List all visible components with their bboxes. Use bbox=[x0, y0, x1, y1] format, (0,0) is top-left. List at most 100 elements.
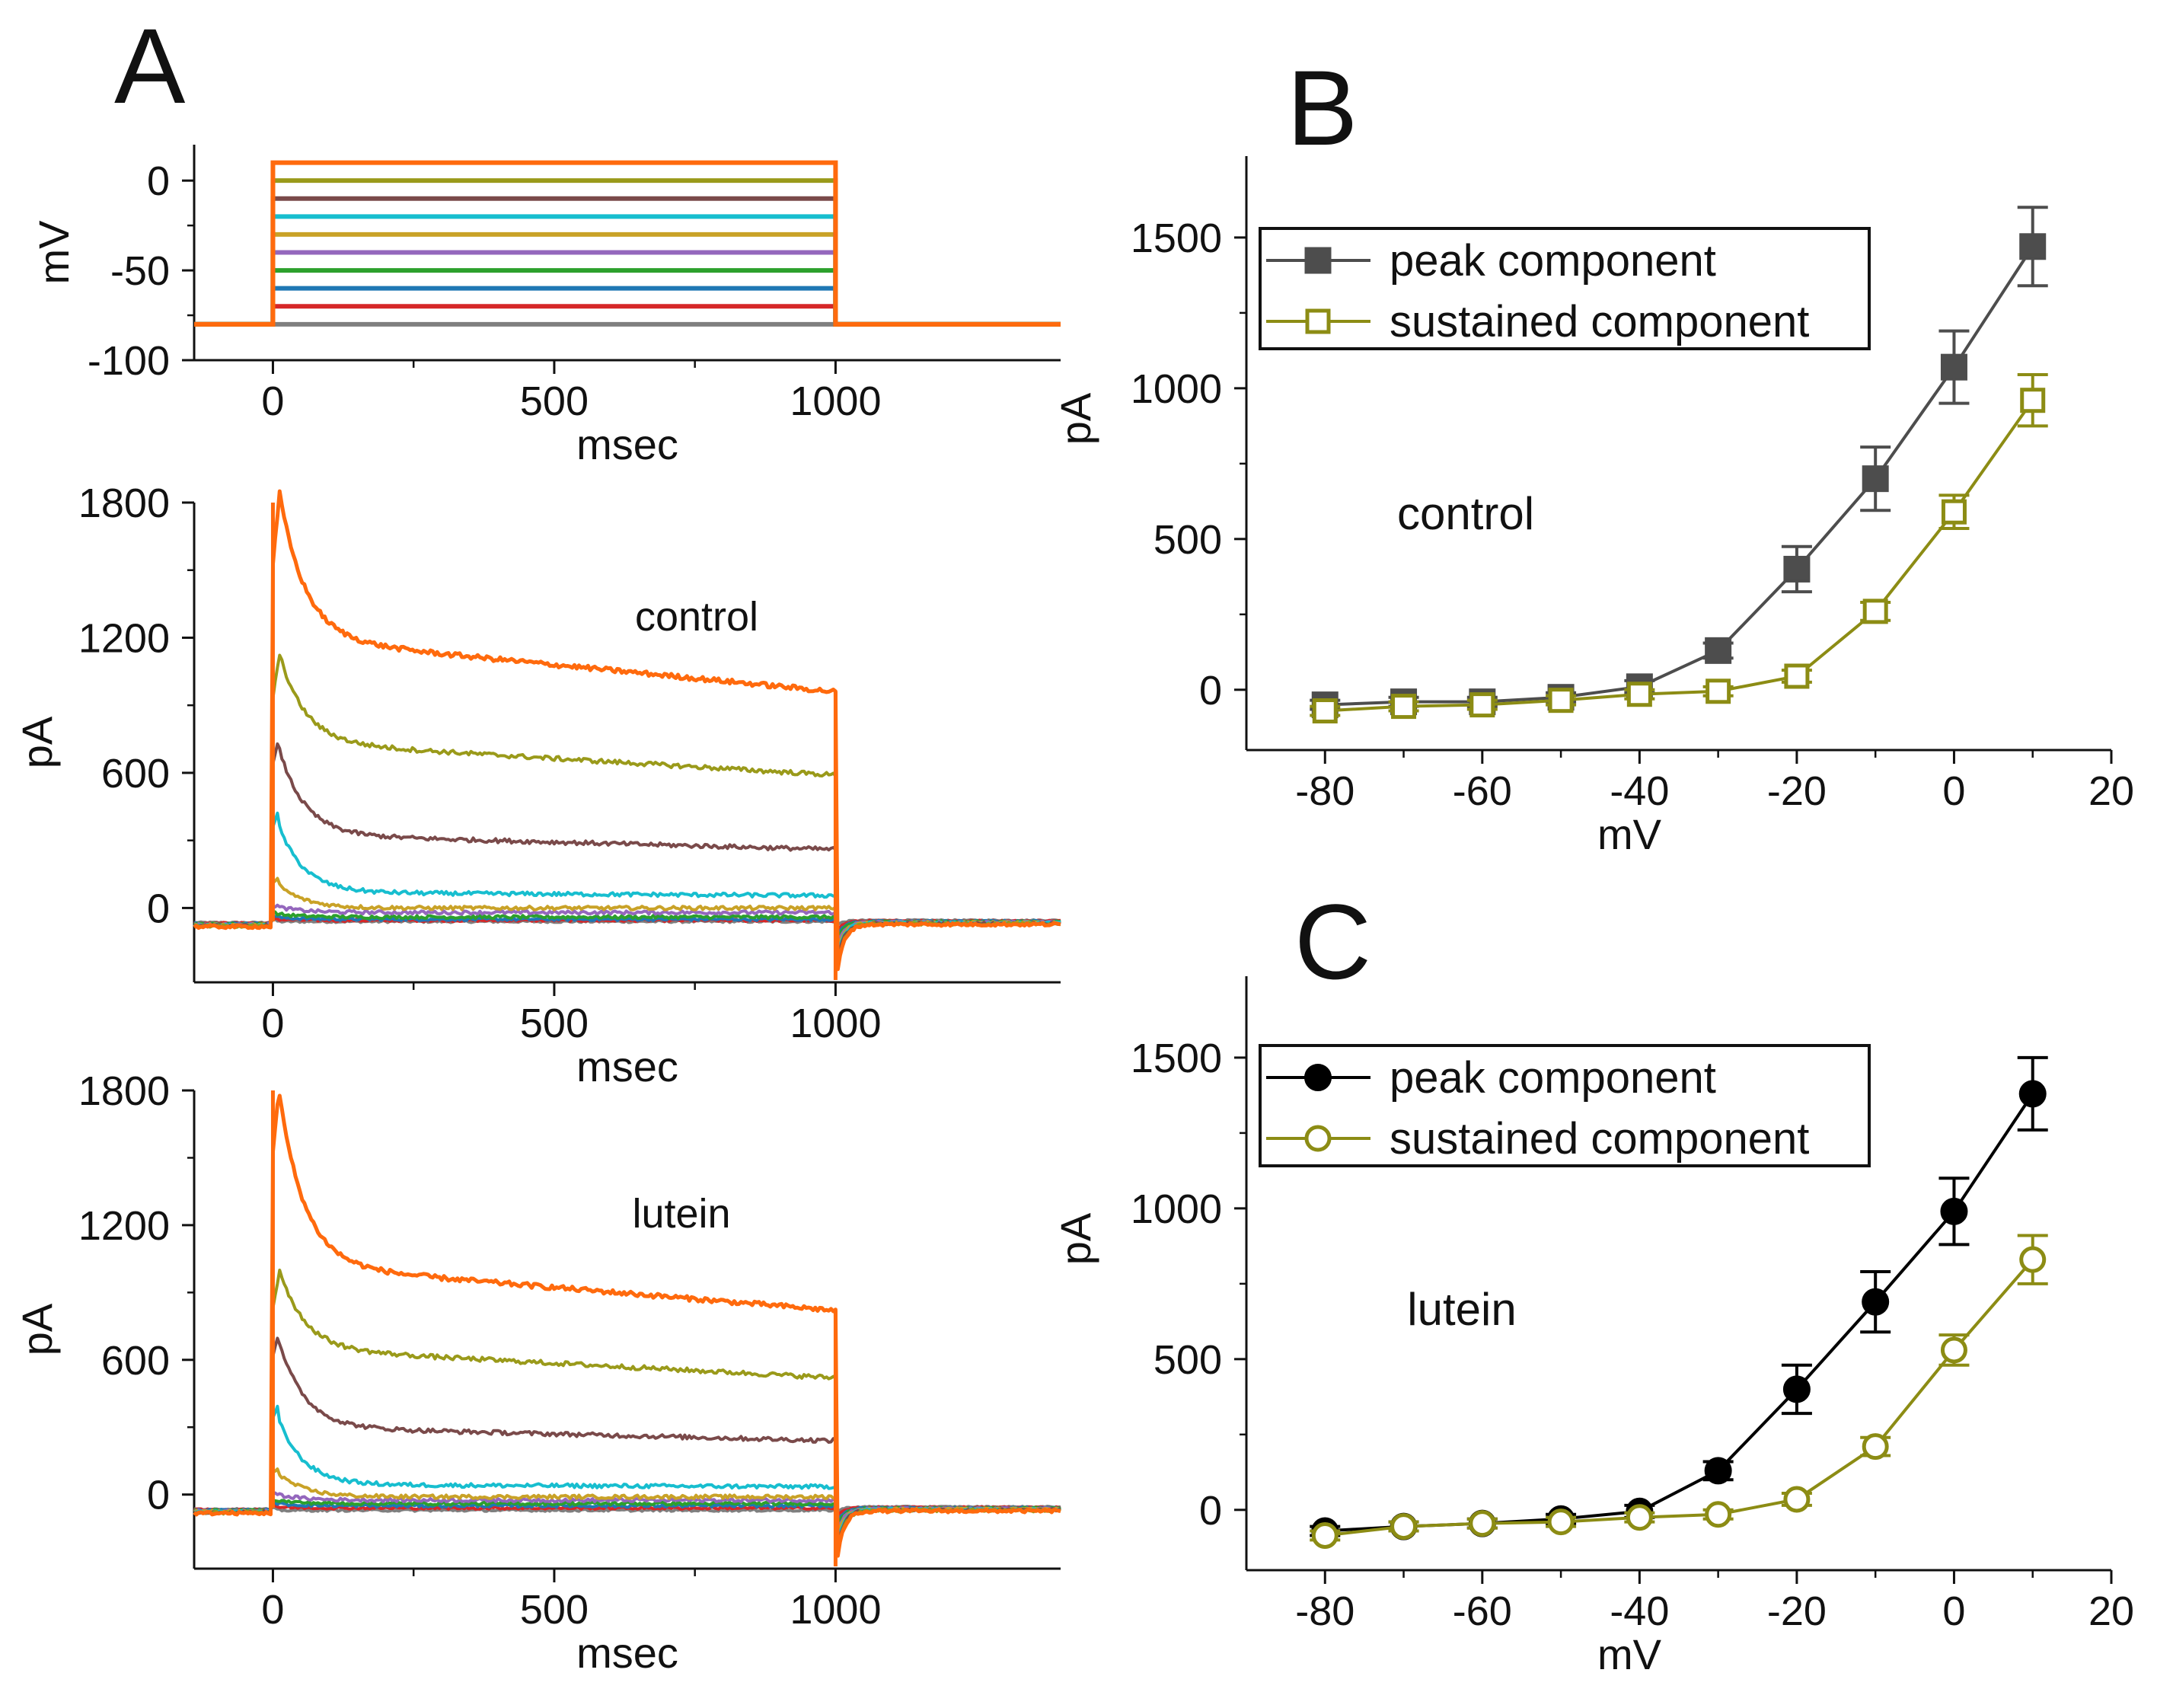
legend-box bbox=[1259, 227, 1871, 350]
y-tick-label: -50 bbox=[110, 248, 170, 294]
panel-a-voltage-protocol: 0 500 1000 0 -50 -100 msec mV bbox=[30, 145, 1061, 468]
x-axis-label: msec bbox=[576, 1042, 678, 1090]
data-point bbox=[1304, 1064, 1332, 1091]
data-point bbox=[1941, 499, 1967, 525]
data-point bbox=[1311, 1521, 1339, 1549]
panel-letter-a: A bbox=[114, 6, 186, 126]
y-tick-label: 1800 bbox=[78, 480, 170, 526]
y-axis-label: pA bbox=[1051, 1212, 1099, 1265]
data-point bbox=[1469, 692, 1495, 718]
x-tick-label: 0 bbox=[261, 1587, 284, 1633]
data-point bbox=[1705, 678, 1731, 704]
panel-b-control-iv: -80 -60 -40 -20 0 20 0 500 1000 1500 mV pA control pe… bbox=[1051, 156, 2134, 858]
voltage-step-trace bbox=[194, 160, 1061, 327]
panel-c-lutein-iv: -80 -60 -40 -20 0 20 0 500 1000 1500 mV pA lutein pea… bbox=[1051, 976, 2134, 1678]
data-point bbox=[1547, 1508, 1575, 1536]
data-point bbox=[1862, 599, 1888, 624]
y-tick-label: 1200 bbox=[78, 615, 170, 661]
x-tick-label: 1000 bbox=[790, 378, 881, 424]
x-tick-label: -80 bbox=[1295, 768, 1355, 814]
data-point bbox=[1783, 555, 1811, 583]
y-tick-label: 0 bbox=[147, 886, 170, 931]
x-tick-label: -60 bbox=[1453, 1588, 1512, 1634]
data-point bbox=[1305, 308, 1331, 334]
iv-series-line bbox=[1325, 399, 2034, 713]
x-axis-label: msec bbox=[576, 1629, 678, 1677]
x-tick-label: 1000 bbox=[790, 1587, 881, 1633]
legend-label: peak component bbox=[1390, 1053, 1716, 1103]
legend-label: peak component bbox=[1390, 236, 1716, 286]
data-point bbox=[2019, 1246, 2047, 1273]
data-point bbox=[1304, 247, 1332, 274]
data-point bbox=[1862, 465, 1889, 493]
x-tick-label: 0 bbox=[261, 1001, 284, 1046]
x-tick-label: 0 bbox=[1942, 768, 1965, 814]
data-point bbox=[1548, 688, 1574, 714]
iv-series-line bbox=[1325, 1258, 2034, 1537]
data-point bbox=[1783, 1486, 1811, 1513]
data-point bbox=[1304, 1125, 1332, 1152]
y-tick-label: 1500 bbox=[1131, 215, 1222, 261]
y-tick-label: 1000 bbox=[1131, 1186, 1222, 1232]
x-tick-label: -20 bbox=[1767, 1588, 1827, 1634]
panel-letter-c: C bbox=[1294, 882, 1371, 1001]
data-point bbox=[2019, 233, 2047, 260]
y-tick-label: 600 bbox=[101, 751, 170, 797]
condition-annotation: lutein bbox=[632, 1191, 730, 1237]
x-tick-label: -40 bbox=[1610, 1588, 1669, 1634]
y-axis-label: mV bbox=[30, 220, 78, 285]
y-axis-label: pA bbox=[1051, 392, 1099, 445]
x-tick-label: 500 bbox=[520, 1001, 589, 1046]
panel-a-control-currents: 0 500 1000 0 600 1200 1800 msec pA control bbox=[13, 480, 1061, 1090]
data-point bbox=[1784, 663, 1810, 689]
iv-series-line bbox=[1325, 245, 2034, 707]
data-point bbox=[1862, 1288, 1890, 1316]
data-point bbox=[1469, 1510, 1496, 1537]
x-tick-label: -60 bbox=[1453, 768, 1512, 814]
y-tick-label: 500 bbox=[1153, 517, 1222, 563]
x-axis-label: mV bbox=[1597, 810, 1662, 858]
data-point bbox=[1312, 698, 1338, 724]
legend-label: sustained component bbox=[1390, 1114, 1809, 1164]
y-tick-label: 600 bbox=[101, 1338, 170, 1384]
legend-label: sustained component bbox=[1390, 297, 1809, 346]
data-point bbox=[1862, 1433, 1889, 1461]
legend-box bbox=[1259, 1044, 1871, 1167]
panel-letter-b: B bbox=[1287, 48, 1358, 168]
data-point bbox=[1940, 1197, 1968, 1225]
data-point bbox=[1391, 694, 1417, 720]
condition-annotation: control bbox=[1397, 488, 1534, 539]
x-tick-label: 0 bbox=[1942, 1588, 1965, 1634]
y-axis-label: pA bbox=[13, 1303, 61, 1355]
data-point bbox=[1782, 1375, 1811, 1403]
x-tick-label: 500 bbox=[520, 1587, 589, 1633]
y-tick-label: 500 bbox=[1153, 1337, 1222, 1383]
x-tick-label: 20 bbox=[2088, 1588, 2134, 1634]
data-point bbox=[1626, 1504, 1653, 1531]
x-axis-label: mV bbox=[1597, 1630, 1662, 1678]
data-point bbox=[1940, 353, 1967, 381]
x-tick-label: 1000 bbox=[790, 1001, 881, 1046]
condition-annotation: control bbox=[635, 594, 758, 640]
x-tick-label: 500 bbox=[520, 378, 589, 424]
y-tick-label: 0 bbox=[147, 158, 170, 204]
data-point bbox=[1626, 682, 1652, 707]
y-tick-label: 1000 bbox=[1131, 366, 1222, 412]
condition-annotation: lutein bbox=[1407, 1284, 1516, 1335]
y-tick-label: 1200 bbox=[78, 1203, 170, 1249]
y-tick-label: -100 bbox=[88, 338, 170, 384]
data-point bbox=[2020, 388, 2046, 413]
y-axis-label: pA bbox=[13, 716, 61, 768]
y-tick-label: 1800 bbox=[78, 1068, 170, 1114]
data-point bbox=[1390, 1513, 1418, 1540]
x-tick-label: 0 bbox=[261, 378, 284, 424]
y-tick-label: 0 bbox=[1199, 1488, 1222, 1534]
current-trace bbox=[193, 489, 1061, 972]
x-tick-label: -20 bbox=[1767, 768, 1827, 814]
data-point bbox=[1704, 1457, 1732, 1485]
x-axis-label: msec bbox=[576, 420, 678, 468]
data-point bbox=[1705, 1501, 1732, 1528]
data-point bbox=[2018, 1080, 2047, 1108]
panel-a-lutein-currents: 0 500 1000 0 600 1200 1800 msec pA lutein bbox=[13, 1068, 1062, 1677]
